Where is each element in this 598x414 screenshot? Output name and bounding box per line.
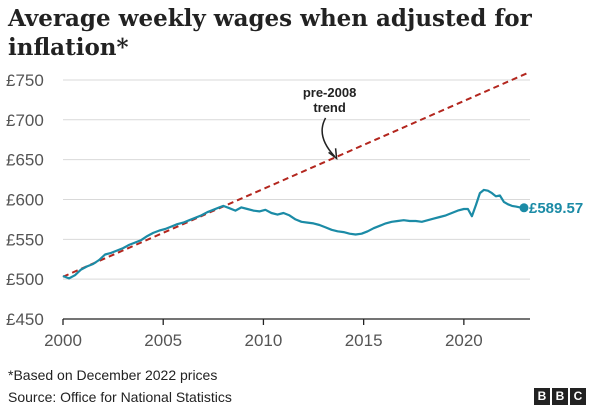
bbc-logo: B B C: [534, 388, 586, 405]
x-tick-label: 2015: [345, 331, 383, 350]
y-tick-label: £550: [6, 230, 44, 249]
chart-title: Average weekly wages when adjusted for i…: [8, 5, 532, 61]
y-tick-label: £700: [6, 111, 44, 130]
y-tick-label: £750: [6, 71, 44, 90]
trend-annotation-line: trend: [313, 100, 346, 115]
y-tick-label: £500: [6, 270, 44, 289]
end-value-label: £589.57: [529, 200, 583, 217]
logo-letter: C: [570, 388, 586, 405]
trend-line: [62, 71, 531, 278]
y-tick-label: £450: [6, 310, 44, 329]
series-end-point: [519, 203, 529, 213]
wages-series-line: [62, 188, 525, 280]
x-axis: [62, 318, 530, 325]
footnote: *Based on December 2022 prices: [8, 367, 218, 383]
grid-lines: [63, 79, 530, 280]
x-axis-tick-labels: 2000 2005 2010 2015 2020: [44, 331, 483, 350]
x-tick-label: 2010: [245, 331, 283, 350]
y-tick-label: £650: [6, 151, 44, 170]
trend-annotation-line: pre-2008: [303, 85, 356, 100]
logo-letter: B: [534, 388, 550, 405]
source-note: Source: Office for National Statistics: [8, 389, 232, 405]
y-axis-tick-labels: £450 £500 £550 £600 £650 £700 £750: [6, 71, 44, 329]
annotation-arrow: [321, 117, 336, 157]
y-tick-label: £600: [6, 190, 44, 209]
trend-layer: [62, 71, 531, 278]
x-tick-label: 2020: [445, 331, 483, 350]
annotation-arrowhead: [328, 148, 338, 160]
series-layer: [62, 188, 529, 280]
logo-letter: B: [552, 388, 568, 405]
x-tick-label: 2000: [44, 331, 82, 350]
x-tick-label: 2005: [144, 331, 182, 350]
